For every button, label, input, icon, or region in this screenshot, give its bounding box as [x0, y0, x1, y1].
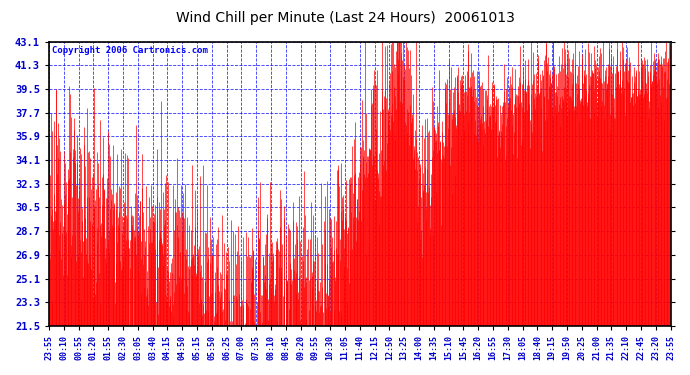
Text: Copyright 2006 Cartronics.com: Copyright 2006 Cartronics.com — [52, 46, 208, 55]
Text: Wind Chill per Minute (Last 24 Hours)  20061013: Wind Chill per Minute (Last 24 Hours) 20… — [175, 11, 515, 25]
